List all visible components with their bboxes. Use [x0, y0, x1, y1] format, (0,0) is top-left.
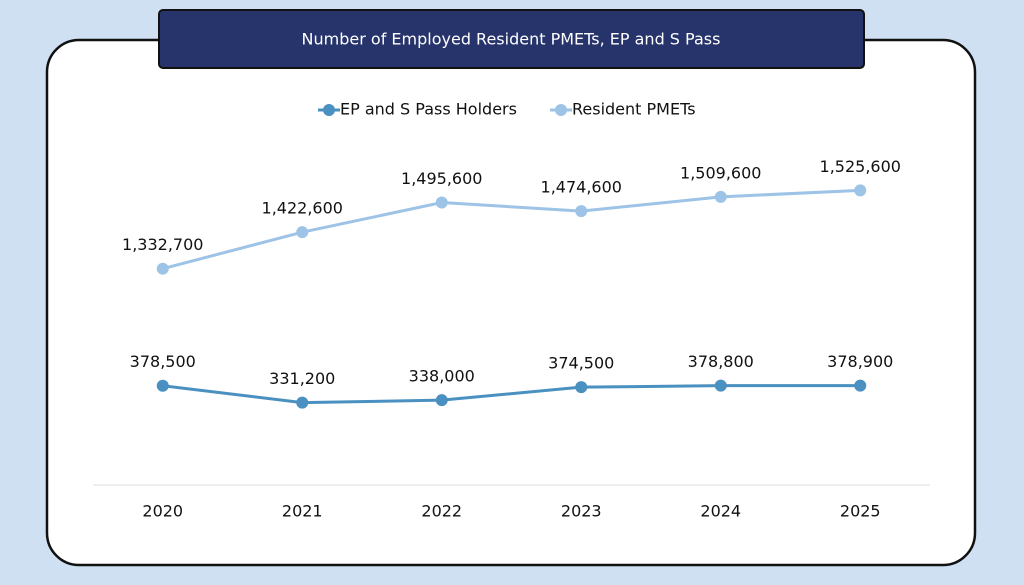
data-label: 378,800 [688, 352, 754, 371]
legend-marker [323, 104, 335, 116]
data-label: 1,525,600 [820, 157, 901, 176]
x-tick-label: 2024 [700, 502, 741, 521]
chart-panel [45, 38, 977, 567]
data-point [156, 379, 169, 392]
data-point [854, 379, 867, 392]
data-point [296, 396, 309, 409]
x-tick-label: 2023 [561, 502, 602, 521]
data-label: 378,900 [827, 352, 893, 371]
data-label: 378,500 [130, 352, 196, 371]
data-label: 331,200 [269, 369, 335, 388]
data-point [854, 184, 867, 197]
data-point [296, 226, 309, 239]
data-point [435, 196, 448, 209]
series-line [162, 384, 861, 405]
data-label: 1,474,600 [541, 178, 622, 197]
data-point [714, 190, 727, 203]
title-box [158, 9, 865, 69]
data-label: 338,000 [409, 367, 475, 386]
data-point [156, 262, 169, 275]
data-label: 1,509,600 [680, 163, 761, 182]
chart-title: Number of Employed Resident PMETs, EP an… [302, 30, 721, 49]
data-point [575, 205, 588, 218]
x-tick-label: 2025 [840, 502, 881, 521]
data-label: 1,495,600 [401, 169, 482, 188]
data-point [435, 394, 448, 407]
legend-label: Resident PMETs [572, 100, 696, 119]
x-tick-label: 2021 [282, 502, 323, 521]
data-label: 1,332,700 [122, 235, 203, 254]
series-line [162, 188, 861, 271]
data-label: 1,422,600 [262, 199, 343, 218]
x-tick-label: 2022 [421, 502, 462, 521]
x-tick-label: 2020 [142, 502, 183, 521]
data-point [714, 379, 727, 392]
data-point [575, 381, 588, 394]
legend-marker [555, 104, 567, 116]
legend-label: EP and S Pass Holders [340, 100, 517, 119]
data-label: 374,500 [548, 354, 614, 373]
